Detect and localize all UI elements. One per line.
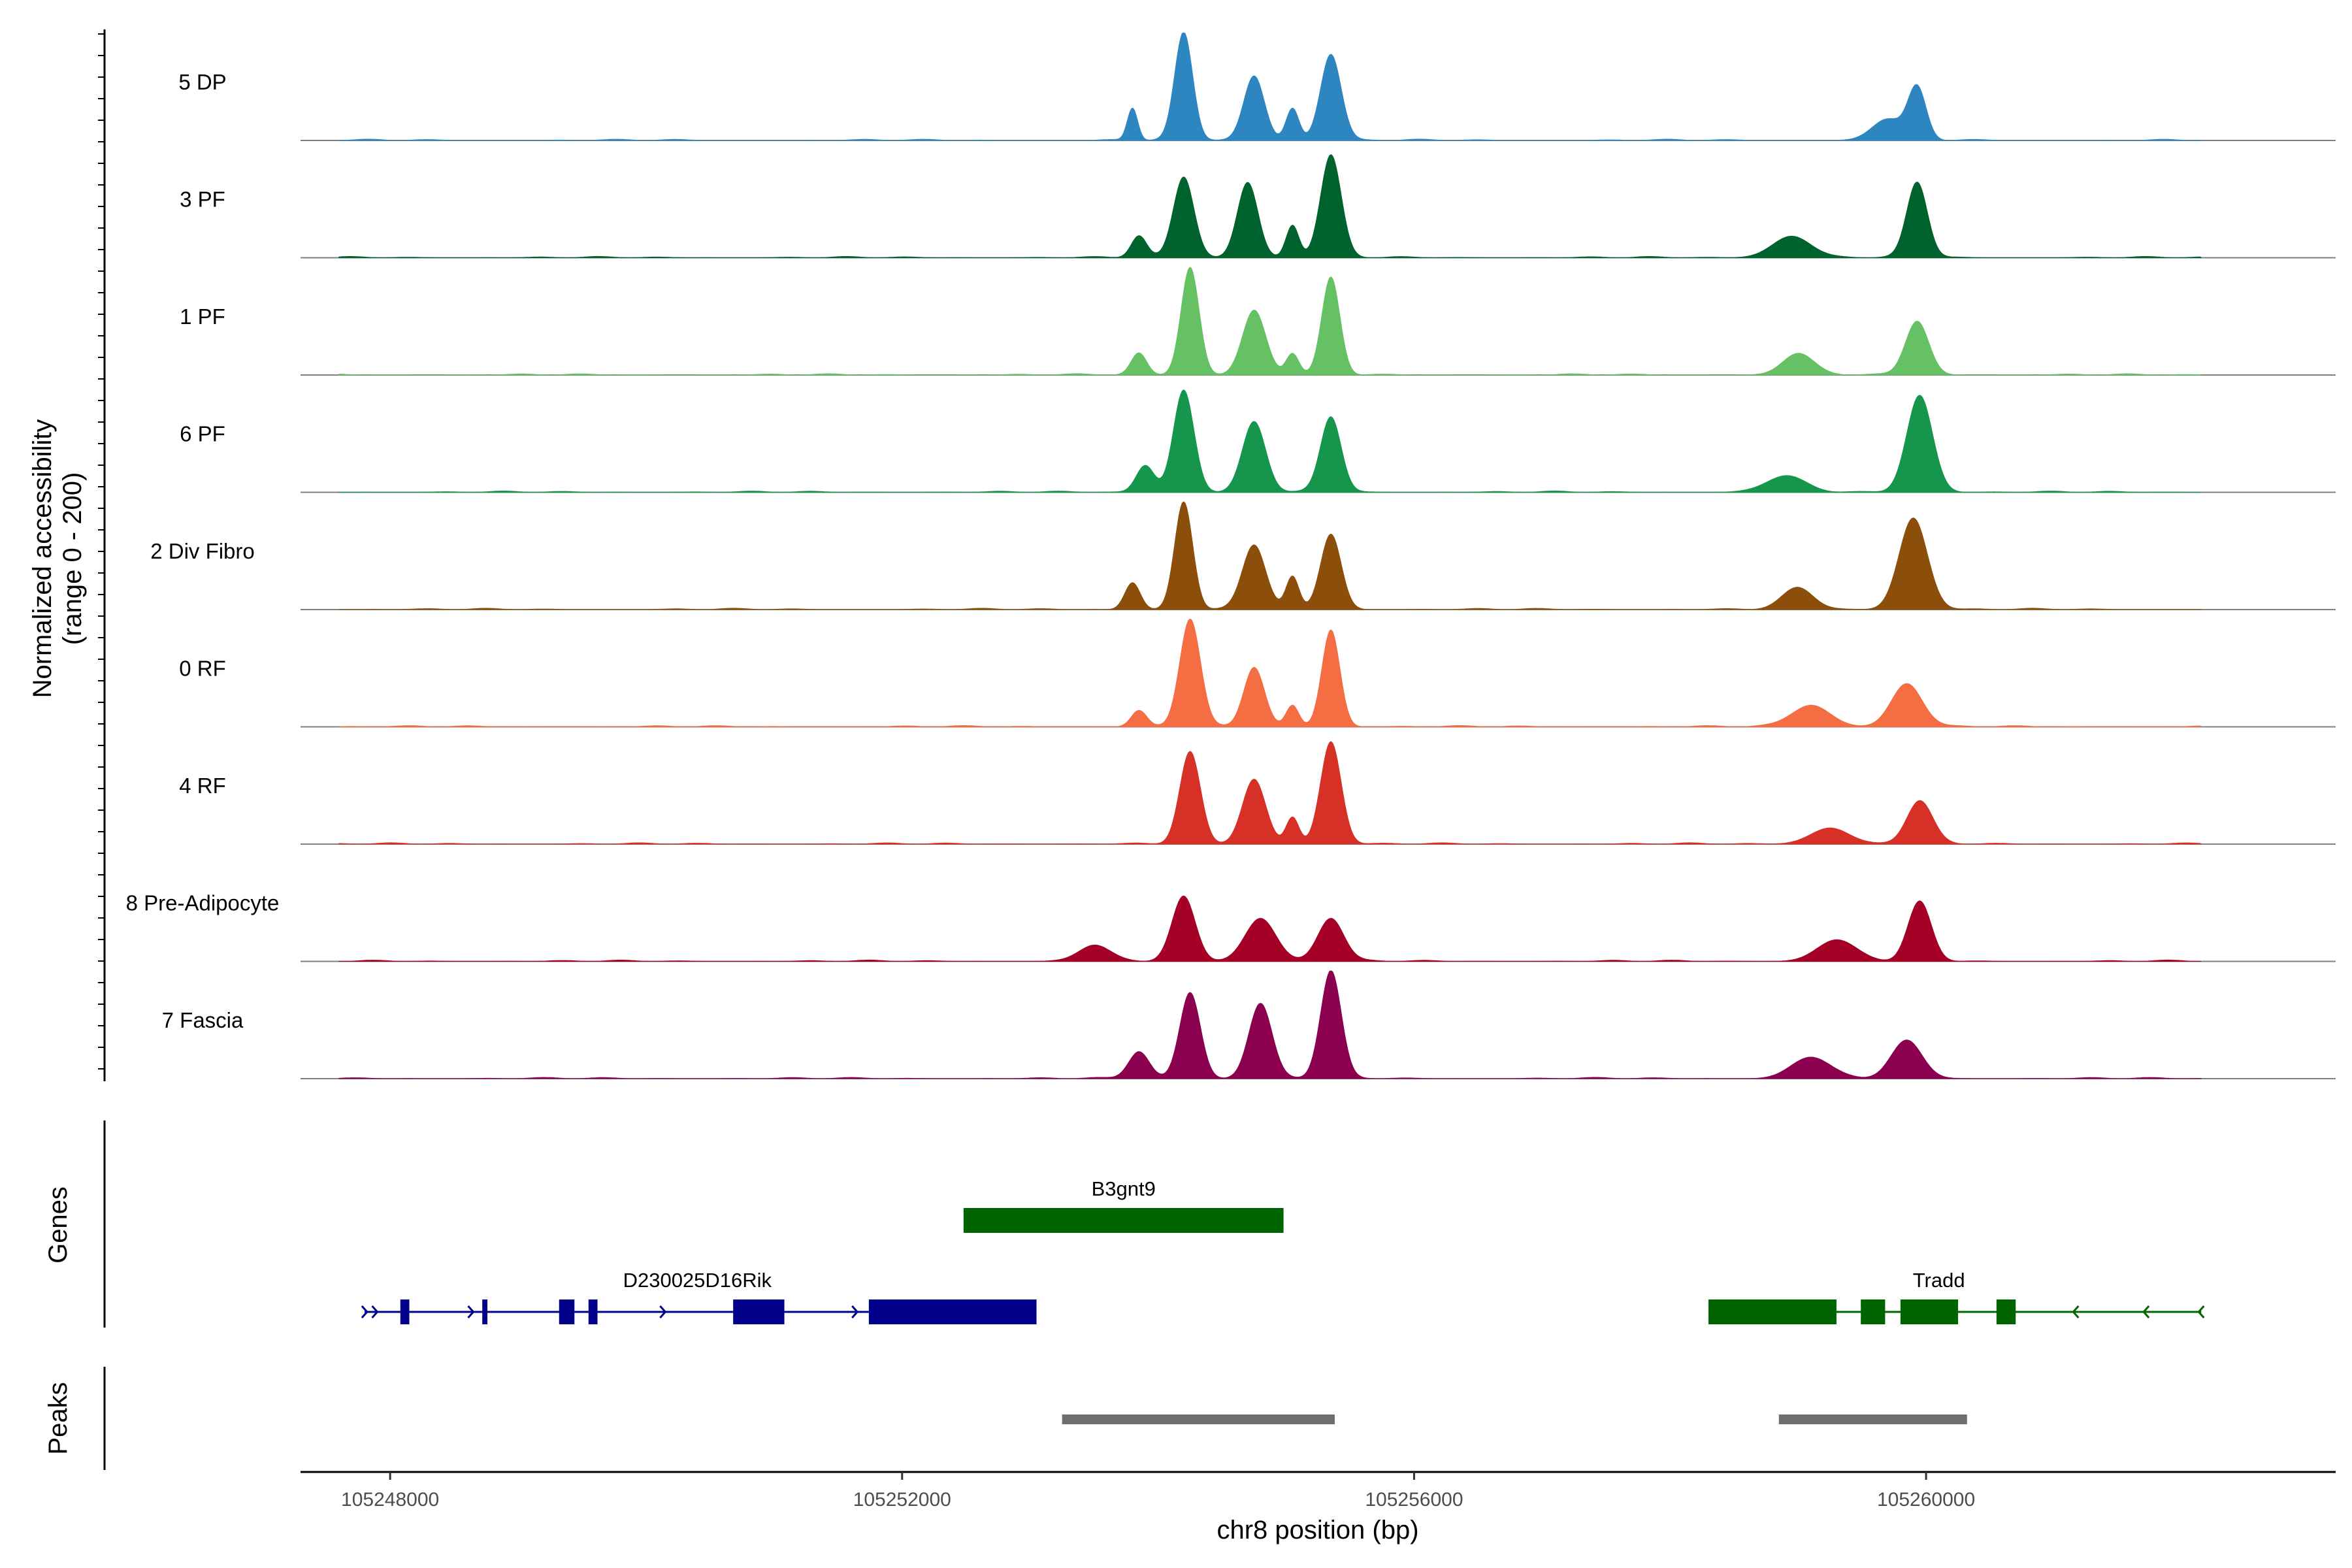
- coverage-area: [338, 501, 2202, 610]
- track-label: 8 Pre-Adipocyte: [126, 891, 280, 915]
- x-tick-label: 105256000: [1365, 1489, 1463, 1511]
- track-label: 1 PF: [180, 304, 225, 329]
- coverage-area: [338, 389, 2202, 493]
- y-axis-title-line2: (range 0 - 200): [58, 472, 87, 645]
- gene-exon: [588, 1299, 598, 1324]
- strand-arrow: [361, 1305, 368, 1318]
- gene-exon: [559, 1299, 575, 1324]
- track-label: 5 DP: [178, 70, 226, 94]
- gene-exon: [1900, 1299, 1959, 1324]
- coverage-tracks: 5 DP 3 PF 1 PF 6 PF 2 Div Fibro 0 RF 4 RF 8 Pre…: [126, 32, 2336, 1079]
- gene-label: D230025D16Rik: [623, 1269, 772, 1292]
- track-0-rf: 0 RF: [179, 618, 2336, 728]
- x-tick-label: 105260000: [1877, 1489, 1975, 1511]
- gene-exon: [1708, 1299, 1837, 1324]
- gene-exon: [1861, 1299, 1886, 1324]
- coverage-area: [338, 618, 2202, 727]
- strand-arrow: [2197, 1305, 2205, 1318]
- coverage-area: [338, 267, 2202, 376]
- track-1-pf: 1 PF: [180, 267, 2336, 376]
- peak-region: [1062, 1414, 1335, 1424]
- track-6-pf: 6 PF: [180, 389, 2336, 493]
- gene-b3gnt9: B3gnt9: [963, 1177, 1284, 1233]
- track-4-rf: 4 RF: [179, 741, 2336, 845]
- gene-tradd: Tradd: [1708, 1269, 2205, 1324]
- x-tick-label: 105252000: [853, 1489, 951, 1511]
- coverage-area: [338, 895, 2202, 962]
- coverage-area: [338, 32, 2202, 141]
- gene-exon: [963, 1208, 1284, 1233]
- track-label: 0 RF: [179, 657, 226, 681]
- x-axis-title: chr8 position (bp): [1217, 1516, 1418, 1544]
- track-label: 2 Div Fibro: [150, 539, 255, 563]
- genes-panel-label: Genes: [44, 1186, 73, 1264]
- track-7-fascia: 7 Fascia: [162, 970, 2336, 1079]
- strand-arrow: [2142, 1305, 2150, 1318]
- y-axis-title-line1: Normalized accessibility: [28, 419, 57, 698]
- coverage-y-ticks: [98, 33, 105, 1070]
- strand-arrow: [659, 1305, 667, 1318]
- y-axis-title: Normalized accessibility (range 0 - 200): [28, 419, 87, 698]
- gene-exon: [400, 1299, 410, 1324]
- x-axis-ticks: 105248000 105252000 105256000 105260000: [341, 1472, 1975, 1511]
- gene-d230025d16rik: D230025D16Rik: [361, 1269, 1037, 1324]
- strand-arrow: [467, 1305, 475, 1318]
- gene-label: B3gnt9: [1092, 1177, 1156, 1200]
- gene-annotation-track: D230025D16Rik B3gnt9 Tradd: [361, 1177, 2205, 1324]
- peak-region: [1778, 1414, 1967, 1424]
- strand-arrow: [2072, 1305, 2080, 1318]
- coverage-area: [338, 741, 2202, 845]
- track-3-pf: 3 PF: [180, 154, 2336, 259]
- strand-arrow: [851, 1305, 859, 1318]
- coverage-area: [338, 970, 2202, 1079]
- gene-label: Tradd: [1913, 1269, 1965, 1292]
- track-label: 3 PF: [180, 188, 225, 212]
- track-label: 4 RF: [179, 774, 226, 798]
- track-label: 7 Fascia: [162, 1008, 244, 1032]
- track-5-dp: 5 DP: [178, 32, 2336, 141]
- track-2-div-fibro: 2 Div Fibro: [150, 501, 2336, 610]
- gene-exon: [1996, 1299, 2016, 1324]
- peaks-panel-label: Peaks: [44, 1382, 73, 1454]
- peak-track: [1062, 1414, 1967, 1424]
- strand-arrow: [371, 1305, 379, 1318]
- coverage-area: [338, 154, 2202, 259]
- track-8-pre-adipocyte: 8 Pre-Adipocyte: [126, 891, 2336, 962]
- gene-exon: [733, 1299, 785, 1324]
- gene-exon: [868, 1299, 1037, 1324]
- x-tick-label: 105248000: [341, 1489, 439, 1511]
- gene-exon: [482, 1299, 488, 1324]
- track-label: 6 PF: [180, 422, 225, 446]
